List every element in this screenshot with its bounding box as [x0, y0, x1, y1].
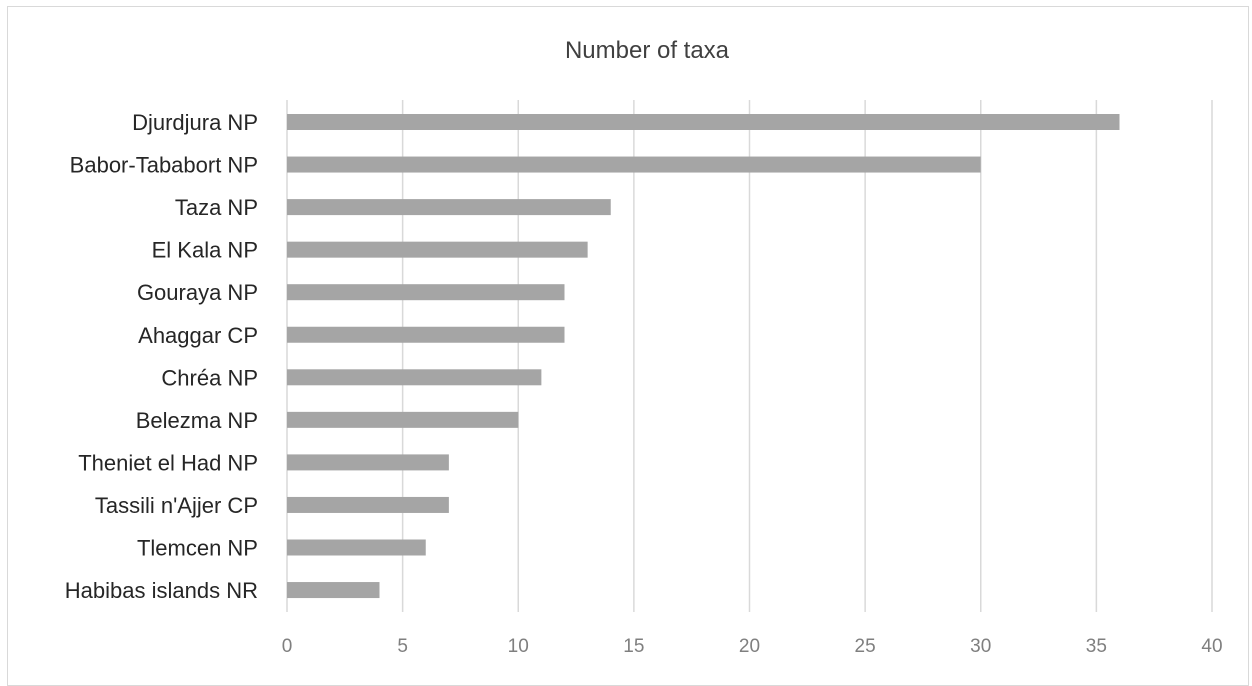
x-tick-labels: 0 5 10 15 20 25 30 35 40	[282, 636, 1223, 657]
x-tick-label: 0	[282, 636, 293, 657]
bars	[287, 114, 1120, 599]
x-tick-label: 20	[739, 636, 760, 657]
x-tick-label: 5	[397, 636, 408, 657]
x-tick-label: 35	[1086, 636, 1107, 657]
chart-title: Number of taxa	[565, 37, 730, 64]
x-tick-label: 10	[508, 636, 529, 657]
category-label: El Kala NP	[152, 238, 258, 263]
category-label: Habibas islands NR	[65, 578, 258, 603]
category-label: Belezma NP	[136, 408, 258, 433]
x-tick-label: 25	[855, 636, 876, 657]
category-label: Djurdjura NP	[132, 110, 258, 135]
category-label: Theniet el Had NP	[78, 450, 258, 475]
bar-chart: Number of taxa Djurdjura NP Babor-Tababor…	[65, 37, 1223, 657]
bar	[287, 454, 449, 471]
category-label: Tlemcen NP	[137, 536, 258, 561]
gridlines	[286, 100, 1213, 612]
bar	[287, 156, 981, 173]
category-label: Gouraya NP	[137, 280, 258, 305]
bar	[287, 496, 449, 513]
bar	[287, 369, 542, 386]
category-label: Chréa NP	[161, 365, 258, 390]
category-label: Babor-Tababort NP	[70, 153, 258, 178]
x-tick-label: 30	[970, 636, 991, 657]
bar	[287, 326, 565, 343]
bar	[287, 241, 588, 258]
category-label: Taza NP	[175, 195, 258, 220]
bar	[287, 582, 380, 599]
category-labels: Djurdjura NP Babor-Tababort NP Taza NP El K…	[65, 110, 258, 603]
bar	[287, 199, 611, 216]
x-tick-label: 40	[1201, 636, 1222, 657]
bar	[287, 114, 1120, 130]
bar	[287, 284, 565, 301]
bar	[287, 539, 426, 556]
x-tick-label: 15	[623, 636, 644, 657]
category-label: Tassili n'Ajjer CP	[95, 493, 258, 518]
bar	[287, 411, 519, 428]
category-label: Ahaggar CP	[138, 323, 258, 348]
